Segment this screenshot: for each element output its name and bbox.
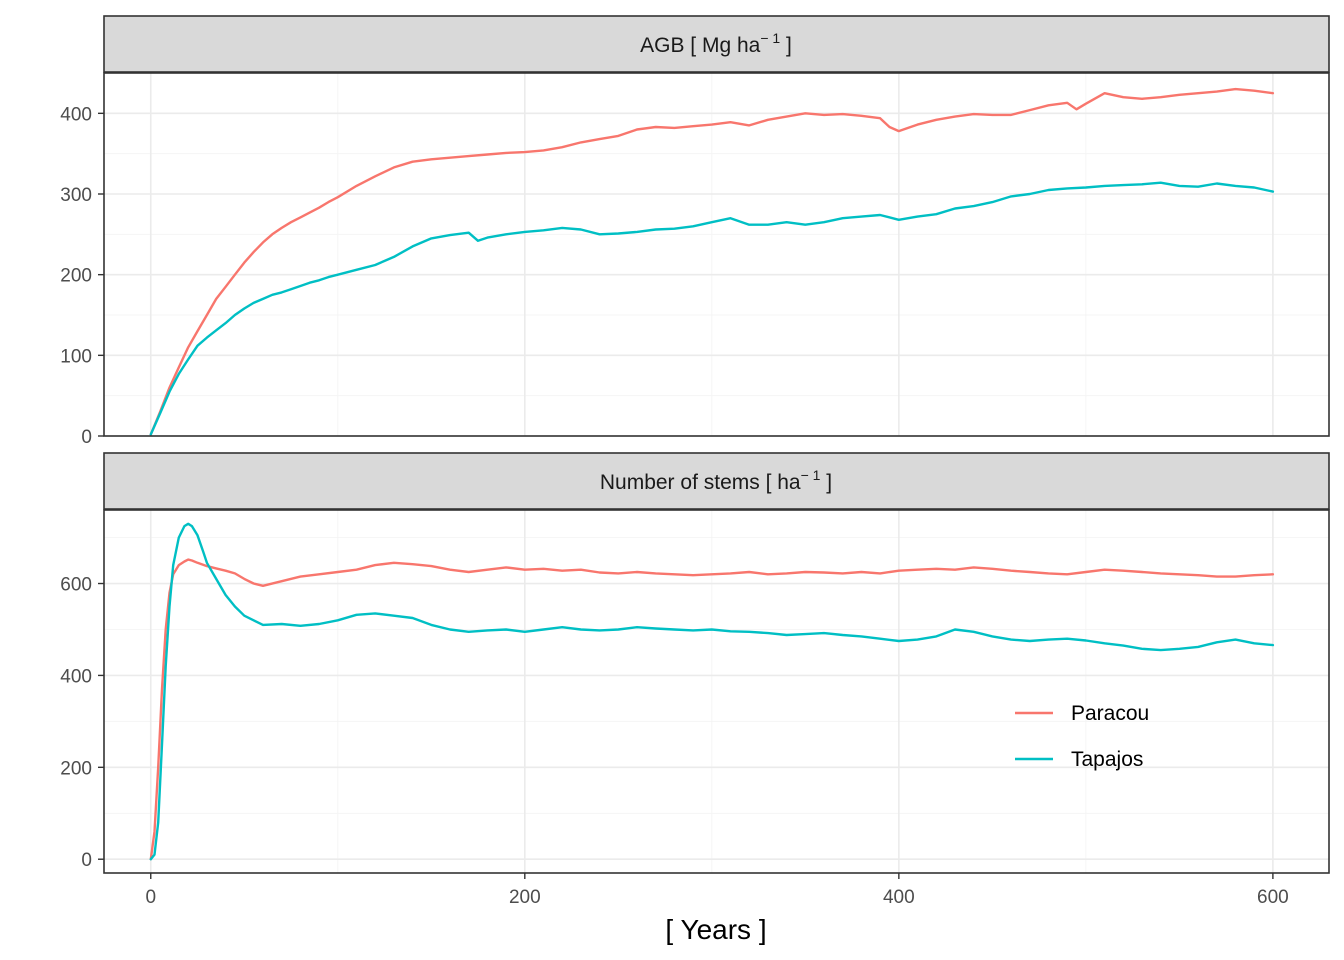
panel-stems: Number of stems [ ha− 1 ] 0 200 400 600 xyxy=(60,452,1330,874)
y-tick-label: 300 xyxy=(60,185,92,206)
panel-agb-series xyxy=(149,87,1275,436)
legend: Paracou Tapajos xyxy=(1015,702,1149,771)
panel-stems-series xyxy=(149,522,1275,861)
panel-agb-strip xyxy=(103,15,1330,73)
x-tick-label: 200 xyxy=(509,887,541,908)
x-tick-label: 600 xyxy=(1257,887,1289,908)
y-tick-label: 0 xyxy=(81,850,92,871)
panel-stems-y-axis: 0 200 400 600 xyxy=(60,575,104,871)
panel-stems-strip xyxy=(103,452,1330,510)
series-line-tapajos xyxy=(149,522,1275,861)
y-tick-label: 400 xyxy=(60,666,92,687)
panel-agb-title: AGB [ Mg ha− 1 ] xyxy=(640,30,792,57)
panel-stems-title: Number of stems [ ha− 1 ] xyxy=(600,467,832,494)
panel-stems-background xyxy=(104,510,1329,873)
panel-agb-background xyxy=(104,73,1329,436)
legend-label-tapajos: Tapajos xyxy=(1071,748,1143,771)
y-tick-label: 400 xyxy=(60,104,92,125)
x-axis-title: [ Years ] xyxy=(665,914,766,945)
y-tick-label: 100 xyxy=(60,346,92,367)
series-line-paracou xyxy=(149,558,1275,861)
series-line-tapajos xyxy=(149,181,1275,436)
panel-stems-border xyxy=(103,509,1330,874)
series-line-paracou xyxy=(149,87,1275,436)
legend-label-paracou: Paracou xyxy=(1071,702,1149,725)
y-tick-label: 0 xyxy=(81,427,92,448)
panel-agb-border xyxy=(103,72,1330,437)
y-tick-label: 200 xyxy=(60,758,92,779)
x-tick-label: 400 xyxy=(883,887,915,908)
y-tick-label: 200 xyxy=(60,266,92,287)
y-tick-label: 600 xyxy=(60,575,92,596)
x-tick-label: 0 xyxy=(145,887,156,908)
panel-agb-y-axis: 0 100 200 300 400 xyxy=(60,104,104,448)
panel-agb: AGB [ Mg ha− 1 ] 0 100 200 300 400 xyxy=(60,15,1330,448)
panel-stems-grid xyxy=(104,510,1329,873)
x-axis: 0 200 400 600 xyxy=(145,873,1289,908)
panel-agb-grid xyxy=(104,73,1329,437)
